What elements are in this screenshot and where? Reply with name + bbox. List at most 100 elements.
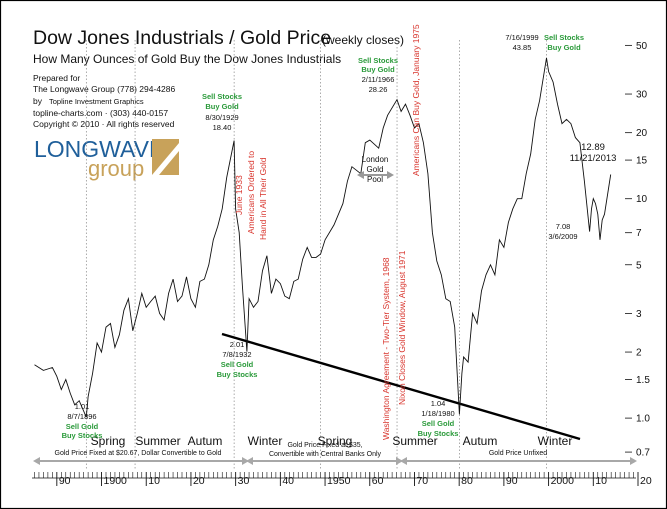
x-tick-label: 60 bbox=[372, 475, 384, 487]
annotation-1929-action1: Sell Stocks bbox=[202, 92, 242, 101]
annotation-1896-value: 1.01 bbox=[75, 402, 90, 411]
annotation-2009-date: 3/6/2009 bbox=[548, 232, 577, 241]
trend-line bbox=[221, 332, 581, 441]
event-june-1933: June 1933 bbox=[234, 175, 244, 215]
annotation-1929-action2: Buy Gold bbox=[205, 102, 239, 111]
regime-label-2a: Gold Price Fixed at $35, bbox=[287, 442, 362, 449]
season-label: Autum bbox=[188, 434, 223, 448]
season-label: Winter bbox=[538, 434, 573, 448]
contact-line: topline-charts.com · (303) 440-0157 bbox=[33, 108, 168, 118]
x-tick-label: 1950 bbox=[327, 475, 351, 487]
y-tick-label: 20 bbox=[636, 128, 648, 139]
grid bbox=[85, 40, 547, 470]
logo-mark bbox=[152, 139, 179, 175]
regime-arrow-3-right-head bbox=[630, 457, 637, 465]
regime-arrow-2-left-head bbox=[246, 457, 253, 465]
london-gold-pool: London Gold Pool bbox=[357, 155, 394, 184]
season-label: Summer bbox=[135, 434, 180, 448]
y-tick-label: 7 bbox=[636, 228, 642, 239]
season-label: Spring bbox=[91, 434, 126, 448]
x-tick-label: 1900 bbox=[104, 475, 128, 487]
season-label: Winter bbox=[248, 434, 283, 448]
regime-label-1: Gold Price Fixed at $20.67, Dollar Conve… bbox=[55, 450, 222, 457]
annotation-1932-date: 7/8/1932 bbox=[222, 350, 251, 359]
season-label: Spring bbox=[318, 434, 353, 448]
event-nixon: Nixon Closes Gold Window, August 1971 bbox=[397, 250, 407, 405]
regime-label-2b: Convertible with Central Banks Only bbox=[269, 451, 382, 458]
season-label: Summer bbox=[392, 434, 437, 448]
annotation-1966-action1: Sell Stocks bbox=[358, 56, 398, 65]
by-label: by bbox=[33, 96, 43, 106]
annotation-1929-date: 8/30/1929 bbox=[205, 113, 238, 122]
annotation-1966-value: 28.26 bbox=[369, 85, 388, 94]
london-pool-arrow-left-head bbox=[357, 171, 364, 179]
regime-arrow-1-right-head bbox=[242, 457, 249, 465]
regime-arrow-2-right-head bbox=[396, 457, 403, 465]
chart-title: Dow Jones Industrials / Gold Price bbox=[33, 27, 331, 49]
x-axis: 90 1900 10 20 30 40 1950 60 70 80 90 2000 10 20 bbox=[32, 472, 652, 487]
annotation-1966-action2: Buy Gold bbox=[361, 65, 395, 74]
regime-bar: Gold Price Fixed at $20.67, Dollar Conve… bbox=[33, 442, 637, 465]
annotation-1980-date: 1/18/1980 bbox=[421, 409, 454, 418]
season-labels: Spring Summer Autum Winter Spring Summer Autum… bbox=[91, 434, 573, 448]
annotation-1896-date: 8/7/1896 bbox=[67, 412, 96, 421]
london-pool-line3: Pool bbox=[367, 175, 383, 184]
x-tick-label: 10 bbox=[595, 475, 607, 487]
annotation-1932-action1: Sell Gold bbox=[221, 360, 254, 369]
regime-arrow-1-left-head bbox=[33, 457, 40, 465]
y-axis: 50 30 20 15 10 7 5 3 2 1.5 1.0 0.7 bbox=[625, 41, 650, 459]
y-tick-label: 3 bbox=[636, 309, 642, 320]
annotation-1896-action1: Sell Gold bbox=[66, 422, 99, 431]
regime-label-3: Gold Price Unfixed bbox=[489, 450, 547, 457]
annotation-1980-action1: Sell Gold bbox=[422, 419, 455, 428]
x-tick-label: 20 bbox=[193, 475, 205, 487]
event-washington-agreement: Washington Agreement - Two-Tier System, … bbox=[381, 257, 391, 440]
logo-mark-stripe bbox=[152, 143, 179, 175]
y-tick-label: 1.5 bbox=[636, 375, 650, 386]
x-tick-label: 30 bbox=[238, 475, 250, 487]
annotation-1932-value: 2.01 bbox=[230, 340, 245, 349]
x-tick-label: 80 bbox=[461, 475, 473, 487]
x-tick-label: 40 bbox=[282, 475, 294, 487]
annotation-1999-action1: Sell Stocks bbox=[544, 33, 584, 42]
logo-text-group: group bbox=[88, 156, 144, 181]
event-americans-ordered: Americans Ordered to bbox=[246, 151, 256, 234]
logo-text-longwave: LONGWAVE bbox=[34, 136, 164, 162]
annotation-1980-value: 1.04 bbox=[431, 399, 446, 408]
chart-subtitle: How Many Ounces of Gold Buy the Dow Jone… bbox=[33, 52, 341, 66]
annotation-1966-date: 2/11/1966 bbox=[362, 75, 395, 84]
y-tick-label: 5 bbox=[636, 260, 642, 271]
annotation-2009-value: 7.08 bbox=[556, 222, 571, 231]
annotation-1980-action2: Buy Stocks bbox=[418, 429, 459, 438]
y-tick-label: 50 bbox=[636, 41, 648, 52]
x-tick-label: 90 bbox=[506, 475, 518, 487]
x-tick-label: 2000 bbox=[551, 475, 575, 487]
annotations: 1.01 8/7/1896 Sell Gold Buy Stocks Sell … bbox=[62, 33, 617, 440]
annotation-1999-action2: Buy Gold bbox=[547, 43, 581, 52]
annotation-1896-action2: Buy Stocks bbox=[62, 431, 103, 440]
author-line: Topline Investment Graphics bbox=[49, 97, 144, 106]
annotation-1999-value: 43.85 bbox=[513, 43, 532, 52]
event-labels: June 1933 Americans Ordered to Hand in A… bbox=[234, 24, 421, 440]
x-tick-label: 20 bbox=[640, 475, 652, 487]
series-line-dow-gold-ratio bbox=[34, 57, 612, 418]
london-pool-arrow-right-head bbox=[387, 171, 394, 179]
annotation-1999-date: 7/16/1999 bbox=[505, 33, 538, 42]
y-tick-label: 1.0 bbox=[636, 414, 650, 425]
annotation-2013-date: 11/21/2013 bbox=[570, 153, 617, 164]
y-tick-label: 15 bbox=[636, 156, 648, 167]
chart-title-suffix: (weekly closes) bbox=[322, 33, 404, 47]
london-pool-line1: London bbox=[362, 155, 389, 164]
x-tick-label: 70 bbox=[416, 475, 428, 487]
regime-arrow-3-left-head bbox=[400, 457, 407, 465]
prepared-for: Prepared for bbox=[33, 73, 80, 83]
event-americans-can-buy: Americans Can Buy Gold, January 1975 bbox=[411, 24, 421, 176]
y-tick-label: 30 bbox=[636, 90, 648, 101]
x-tick-label: 90 bbox=[59, 475, 71, 487]
copyright-line: Copyright © 2010 · All rights reserved bbox=[33, 119, 175, 129]
y-tick-label: 10 bbox=[636, 194, 648, 205]
client-line: The Longwave Group (778) 294-4286 bbox=[33, 84, 176, 94]
season-label: Autum bbox=[463, 434, 498, 448]
